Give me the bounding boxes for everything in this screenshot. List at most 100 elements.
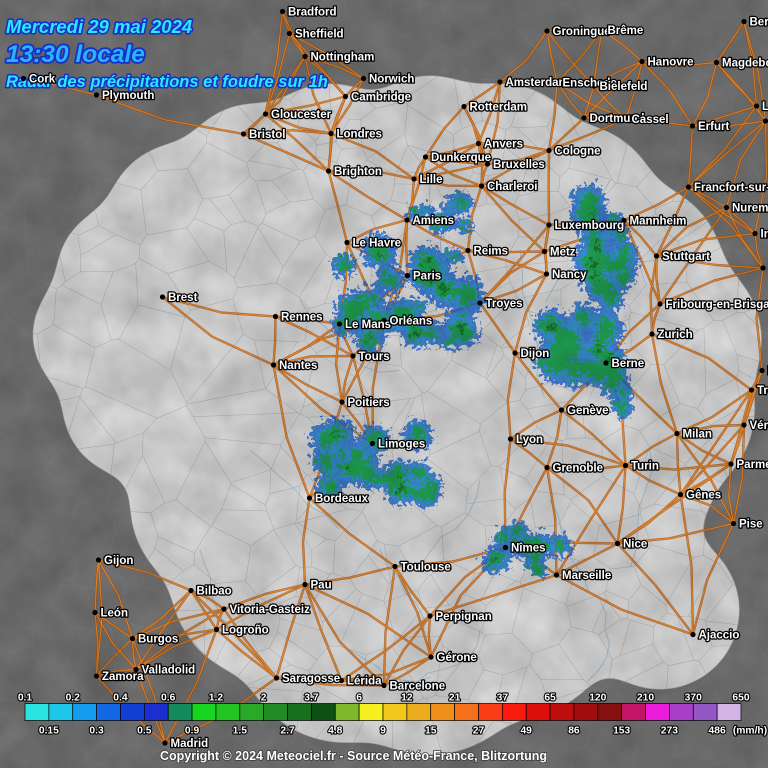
svg-text:Brighton: Brighton [334,166,382,178]
svg-text:37: 37 [497,693,509,704]
svg-text:Ajaccio: Ajaccio [699,630,740,642]
svg-text:Nîmes: Nîmes [511,543,546,555]
svg-text:Fribourg-en-Brisgau: Fribourg-en-Brisgau [666,299,768,311]
svg-text:Burgos: Burgos [138,634,178,646]
svg-text:1.2: 1.2 [209,693,224,704]
svg-text:Grenoble: Grenoble [553,463,603,475]
svg-text:Pise: Pise [739,519,763,531]
svg-text:Dunkerque: Dunkerque [431,152,491,164]
svg-text:Berlin: Berlin [750,17,768,29]
svg-text:2: 2 [261,693,267,704]
svg-text:273: 273 [661,726,678,737]
svg-text:153: 153 [613,726,630,737]
svg-text:Londres: Londres [337,129,382,141]
svg-text:Mannheim: Mannheim [630,216,687,228]
svg-text:Valladolid: Valladolid [142,665,196,677]
svg-text:Paris: Paris [413,271,441,283]
svg-text:3.7: 3.7 [304,693,319,704]
svg-text:Tours: Tours [359,351,390,363]
svg-text:Bristol: Bristol [249,129,285,141]
svg-text:Cork: Cork [29,74,56,86]
svg-text:486: 486 [709,726,726,737]
svg-text:Saragosse: Saragosse [282,673,340,685]
svg-text:Copyright © 2024 Meteociel.fr: Copyright © 2024 Meteociel.fr - Source M… [160,749,547,763]
svg-text:Limoges: Limoges [378,439,425,451]
svg-text:Lérida: Lérida [347,676,382,688]
svg-text:0.4: 0.4 [113,693,128,704]
svg-text:49: 49 [520,726,532,737]
svg-text:15: 15 [425,726,437,737]
svg-text:Bradford: Bradford [288,7,337,19]
svg-text:2.7: 2.7 [280,726,295,737]
svg-text:Luxembourg: Luxembourg [555,220,625,232]
svg-text:Anvers: Anvers [484,139,523,151]
svg-text:Zurich: Zurich [658,329,693,341]
svg-text:Nottingham: Nottingham [311,52,375,64]
svg-text:0.6: 0.6 [161,693,176,704]
svg-text:Gérone: Gérone [437,652,477,664]
svg-text:Gênes: Gênes [686,490,721,502]
svg-text:650: 650 [732,693,749,704]
svg-text:9: 9 [380,726,386,737]
svg-text:Poitiers: Poitiers [348,397,390,409]
svg-text:21: 21 [449,693,461,704]
svg-text:Lyon: Lyon [516,434,543,446]
svg-text:Sheffield: Sheffield [295,29,344,41]
svg-text:León: León [101,608,128,620]
svg-text:Hanovre: Hanovre [648,57,694,69]
svg-text:Erfurt: Erfurt [698,121,729,133]
svg-text:27: 27 [473,726,485,737]
svg-text:Magdebourg: Magdebourg [722,58,768,70]
svg-text:Groningue: Groningue [553,26,611,38]
svg-text:Berne: Berne [612,358,645,370]
svg-text:Cologne: Cologne [555,146,601,158]
svg-text:Amsterdam: Amsterdam [506,77,569,89]
svg-text:Bruxelles: Bruxelles [493,159,545,171]
svg-text:Nancy: Nancy [552,269,587,281]
svg-text:Cassel: Cassel [632,114,669,126]
svg-text:Ingolstadt: Ingolstadt [761,229,768,241]
svg-text:65: 65 [544,693,556,704]
svg-text:Reims: Reims [474,246,509,258]
svg-text:Troyes: Troyes [486,298,523,310]
svg-text:Norwich: Norwich [369,74,414,86]
svg-text:0.15: 0.15 [39,726,59,737]
svg-text:120: 120 [589,693,606,704]
svg-text:Nantes: Nantes [279,360,317,372]
svg-text:Brême: Brême [608,25,644,37]
svg-text:Orléans: Orléans [390,316,433,328]
svg-text:Zamora: Zamora [102,671,144,683]
svg-text:Pau: Pau [311,580,332,592]
svg-text:Metz: Metz [550,247,576,259]
svg-text:Toulouse: Toulouse [401,562,451,574]
svg-text:Lille: Lille [420,174,443,186]
svg-text:Bilbao: Bilbao [197,586,232,598]
svg-text:Francfort-sur-le-Main: Francfort-sur-le-Main [694,182,768,194]
svg-text:Nice: Nice [623,539,647,551]
svg-text:Gloucester: Gloucester [271,109,332,121]
svg-text:Trente: Trente [757,385,768,397]
svg-text:0.9: 0.9 [185,726,200,737]
svg-text:210: 210 [637,693,654,704]
svg-text:Parme: Parme [737,459,768,471]
svg-text:13:30 locale: 13:30 locale [6,41,145,68]
svg-text:Charleroi: Charleroi [487,181,538,193]
svg-text:Genève: Genève [567,405,609,417]
svg-text:0.2: 0.2 [66,693,81,704]
svg-text:Logroño: Logroño [222,625,269,637]
svg-text:1.5: 1.5 [233,726,248,737]
svg-text:Dijon: Dijon [521,348,550,360]
svg-text:Turin: Turin [631,461,659,473]
svg-text:Gijon: Gijon [104,555,133,567]
svg-text:12: 12 [401,693,413,704]
svg-text:Stuttgart: Stuttgart [662,251,710,263]
svg-text:Le Mans: Le Mans [345,319,391,331]
svg-text:Bordeaux: Bordeaux [315,493,369,505]
svg-text:Vitoria-Gasteiz: Vitoria-Gasteiz [230,604,311,616]
svg-text:Mercredi 29 mai 2024: Mercredi 29 mai 2024 [6,16,192,37]
svg-text:Marseille: Marseille [562,570,611,582]
svg-text:Brest: Brest [168,292,198,304]
svg-text:86: 86 [568,726,580,737]
svg-text:0.3: 0.3 [89,726,104,737]
svg-text:0.5: 0.5 [137,726,152,737]
